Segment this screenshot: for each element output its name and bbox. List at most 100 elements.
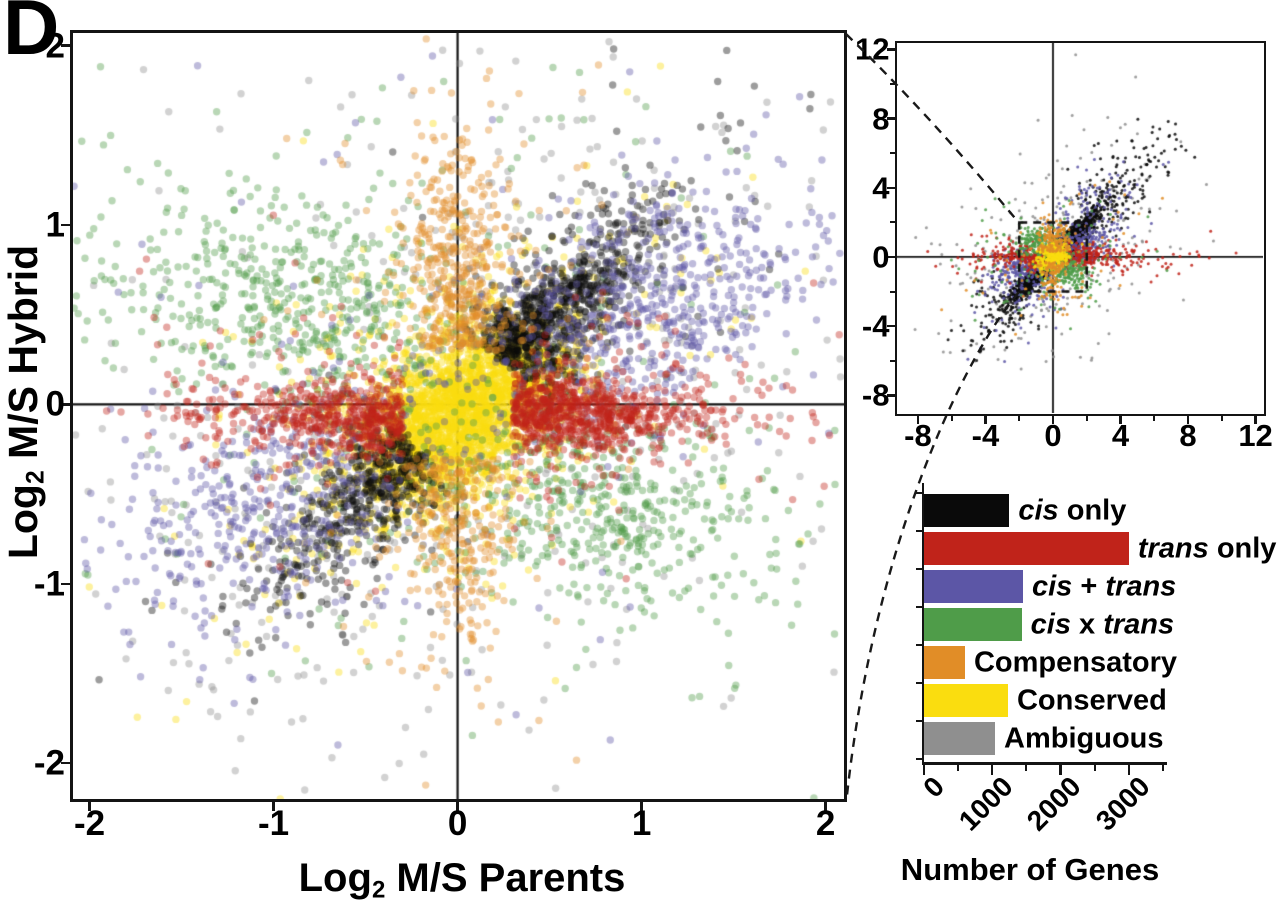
legend-label-cis-x-trans: cis x trans [1031,610,1175,639]
y-tick-label: 1 [45,205,65,245]
legend-label-part: only [1058,494,1127,526]
xlabel-pre: Log [298,856,372,900]
legend-bar-trans-only [924,532,1129,565]
genes-tick-label: 2000 [1021,770,1088,837]
inset-scatter-canvas [897,43,1263,413]
legend-label-part: Compensatory [973,646,1178,678]
y-minor-tick [889,290,895,293]
legend-bar-cis-x-trans [924,608,1022,641]
y-minor-tick [889,152,895,155]
y-tick-label: -1 [33,564,65,604]
legend-label-part: cis [1018,494,1059,526]
legend-bar-ambiguous [924,722,996,755]
legend-label-part: trans [1105,570,1177,602]
x-tick-mark [1119,415,1122,424]
genes-axis-row-tick [915,682,922,685]
x-minor-tick [1085,415,1088,421]
x-tick-label: 0 [1044,417,1062,453]
y-tick-label: -2 [33,743,65,783]
y-minor-tick [889,359,895,362]
legend-label-part: trans [1137,532,1209,564]
legend-label-part: Ambiguous [1004,722,1164,754]
legend-label-part: cis [1030,608,1071,640]
genes-axis-title: Number of Genes [900,852,1160,887]
genes-axis-row-tick [915,606,922,609]
y-tick-mark [61,582,70,585]
genes-axis-row-tick [915,568,922,571]
x-tick-mark [640,802,643,811]
y-tick-mark [886,255,895,259]
legend-label-trans-only: trans only [1138,534,1277,563]
genes-minor-tick [1162,764,1164,771]
x-tick-label: 1 [631,804,652,843]
main-x-axis-title: Log2 M/S Parents [299,858,626,903]
x-minor-tick [1220,415,1223,421]
legend-label-cis-only: cis only [1018,496,1126,525]
x-minor-tick [950,415,953,421]
ylabel-subscript: 2 [22,470,50,485]
y-tick-mark [61,44,70,47]
genes-minor-tick [957,764,960,771]
xlabel-subscript: 2 [371,876,386,904]
y-tick-mark [61,223,70,227]
legend-label-cis-plus-trans: cis + trans [1032,572,1176,601]
xlabel-post: M/S Parents [385,856,626,900]
genes-major-tick [922,764,926,775]
legend-bar-cis-plus-trans [924,570,1023,603]
y-tick-label: 0 [872,239,890,275]
genes-axis-row-tick [915,644,922,647]
x-tick-mark [456,802,459,811]
legend-bar-cis-only [924,494,1010,527]
genes-minor-tick [1093,764,1096,771]
x-tick-mark [1051,415,1055,424]
genes-tick-label: 1000 [952,770,1019,837]
y-tick-label: -8 [861,377,890,413]
x-tick-mark [824,802,827,811]
x-tick-label: 0 [447,804,468,843]
genes-axis-hline [921,762,1167,765]
ylabel-pre: Log [0,484,46,560]
main-scatter-canvas [73,33,844,799]
x-tick-label: 4 [1111,417,1130,453]
legend-label-part: Conserved [1016,684,1167,716]
x-minor-tick [1018,415,1021,421]
genes-major-tick [991,764,994,775]
panel-label: D [3,0,60,71]
x-tick-label: -2 [73,804,106,843]
y-tick-label: 8 [872,101,890,137]
y-tick-label: 0 [45,384,65,424]
ylabel-post: M/S Hybrid [0,244,46,471]
x-tick-label: 12 [1238,417,1273,453]
y-tick-label: -4 [861,308,890,344]
genes-axis-row-tick [915,758,922,761]
y-minor-tick [889,221,895,224]
legend-label-part: + [1072,570,1106,602]
y-tick-mark [61,403,70,406]
x-tick-mark [1186,415,1190,424]
genes-tick-label: 3000 [1089,770,1156,837]
legend-label-conserved: Conserved [1017,686,1167,715]
genes-major-tick [1127,764,1130,775]
x-minor-tick [1153,415,1156,421]
y-minor-tick [889,82,895,85]
legend-label-part: x [1070,608,1104,640]
x-tick-label: 2 [815,804,836,843]
y-tick-label: 4 [872,170,890,206]
legend-bar-compensatory [924,646,965,679]
genes-tick-label: 0 [917,770,951,804]
legend-label-compensatory: Compensatory [974,648,1177,677]
legend-label-part: cis [1032,570,1073,602]
genes-minor-tick [1025,764,1028,771]
legend-label-part: trans [1103,608,1175,640]
genes-axis-row-tick [915,720,922,723]
main-y-axis-title: Log2 M/S Hybrid [0,244,50,560]
y-tick-label: 12 [855,31,890,67]
x-tick-mark [272,802,275,811]
y-tick-label: 2 [45,26,65,66]
x-tick-label: 8 [1179,417,1197,453]
genes-axis-row-tick [915,492,922,495]
y-tick-mark [61,761,70,765]
legend-label-ambiguous: Ambiguous [1004,724,1164,753]
genes-axis-vline [921,483,924,764]
